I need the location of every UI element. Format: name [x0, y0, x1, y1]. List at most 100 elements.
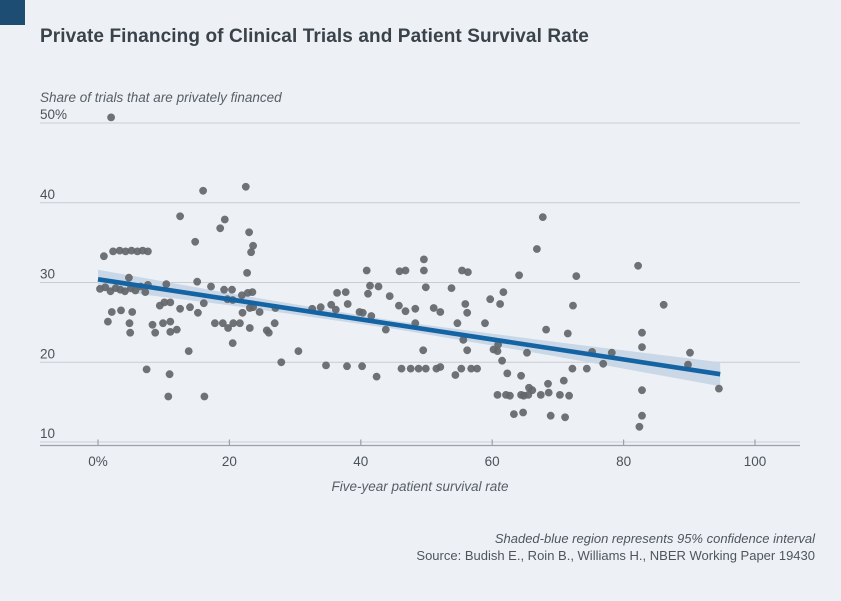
scatter-point	[358, 308, 367, 317]
scatter-point	[248, 288, 257, 296]
scatter-point	[193, 277, 202, 286]
scatter-point	[125, 319, 134, 328]
scatter-point	[121, 247, 130, 256]
scatter-point	[243, 269, 252, 277]
scatter-point	[115, 246, 124, 255]
scatter-point	[563, 329, 572, 338]
scatter-point	[515, 271, 523, 280]
scatter-point	[638, 411, 646, 420]
scatter-point	[270, 319, 279, 328]
scatter-point	[176, 212, 185, 221]
scatter-point	[176, 304, 185, 313]
scatter-point	[481, 319, 489, 328]
scatter-point	[100, 252, 108, 261]
scatter-point	[461, 300, 470, 308]
scatter-point	[599, 359, 608, 368]
scatter-point	[127, 246, 136, 255]
scatter-point	[199, 299, 208, 308]
scatter-point	[228, 285, 236, 294]
scatter-point	[218, 319, 227, 328]
x-tick-label: 20	[222, 454, 237, 469]
scatter-point	[186, 303, 194, 312]
x-tick-label: 100	[744, 454, 767, 469]
scatter-point	[457, 364, 466, 373]
scatter-point	[166, 298, 175, 307]
scatter-point	[364, 289, 372, 298]
scatter-point	[294, 347, 303, 355]
scatter-point	[245, 324, 254, 332]
scatter-point	[401, 307, 410, 316]
scatter-point	[101, 283, 110, 292]
x-tick-label: 80	[616, 454, 631, 469]
y-tick-label: 30	[40, 267, 55, 282]
scatter-point	[333, 289, 341, 297]
scatter-point	[245, 228, 254, 237]
scatter-point	[686, 348, 694, 357]
scatter-point	[184, 347, 193, 355]
scatter-point	[124, 273, 133, 282]
scatter-point	[503, 369, 512, 378]
scatter-point	[238, 291, 246, 300]
scatter-point	[121, 287, 129, 296]
scatter-point	[538, 213, 547, 222]
y-axis-title: Share of trials that are privately finan…	[40, 90, 282, 105]
scatter-point	[572, 272, 581, 280]
scatter-point	[107, 308, 116, 316]
scatter-point	[451, 371, 460, 379]
scatter-point	[322, 361, 330, 370]
scatter-point	[162, 280, 171, 288]
scatter-point	[544, 379, 552, 388]
scatter-point	[569, 301, 577, 310]
confidence-interval-note: Shaded-blue region represents 95% confid…	[494, 531, 815, 546]
scatter-point	[277, 358, 286, 367]
scatter-point	[473, 364, 481, 373]
scatter-point	[467, 364, 476, 373]
scatter-point	[420, 255, 428, 264]
scatter-point	[228, 339, 237, 347]
scatter-point	[517, 371, 525, 380]
scatter-point	[436, 363, 445, 371]
y-tick-label: 40	[40, 187, 55, 202]
scatter-point	[199, 186, 208, 195]
x-tick-label: 40	[353, 454, 368, 469]
scatter-point	[207, 282, 215, 291]
scatter-point	[126, 328, 135, 337]
scatter-point	[582, 364, 591, 373]
nber-corner-square	[0, 0, 25, 25]
scatter-point	[249, 241, 257, 250]
scatter-point	[411, 304, 420, 313]
trend-line	[97, 277, 721, 377]
scatter-point	[486, 295, 495, 304]
scatter-point	[536, 391, 545, 399]
scatter-point	[164, 392, 173, 401]
scatter-point	[358, 362, 366, 371]
scatter-point	[385, 292, 394, 300]
scatter-point	[498, 356, 506, 365]
scatter-point	[128, 308, 137, 316]
scatter-point	[414, 364, 423, 373]
scatter-point	[634, 261, 642, 270]
scatter-point	[104, 317, 112, 326]
scatter-point	[316, 303, 325, 312]
source-credit: Source: Budish E., Roin B., Williams H.,…	[416, 548, 815, 563]
scatter-point	[343, 300, 352, 308]
scatter-point	[561, 413, 569, 422]
scatter-point	[510, 410, 518, 418]
scatter-point	[401, 266, 410, 275]
scatter-point	[381, 325, 390, 334]
scatter-point	[166, 317, 175, 326]
scatter-point	[464, 268, 472, 276]
scatter-point	[429, 304, 438, 312]
scatter-point	[216, 224, 225, 233]
scatter-point	[220, 285, 229, 294]
scatter-point	[453, 319, 462, 328]
scatter-point	[241, 182, 250, 191]
chart-title: Private Financing of Clinical Trials and…	[40, 26, 589, 47]
scatter-point	[463, 308, 472, 317]
scatter-point	[238, 308, 247, 317]
scatter-point	[341, 288, 350, 296]
scatter-point	[506, 391, 514, 400]
scatter-point	[542, 325, 550, 334]
